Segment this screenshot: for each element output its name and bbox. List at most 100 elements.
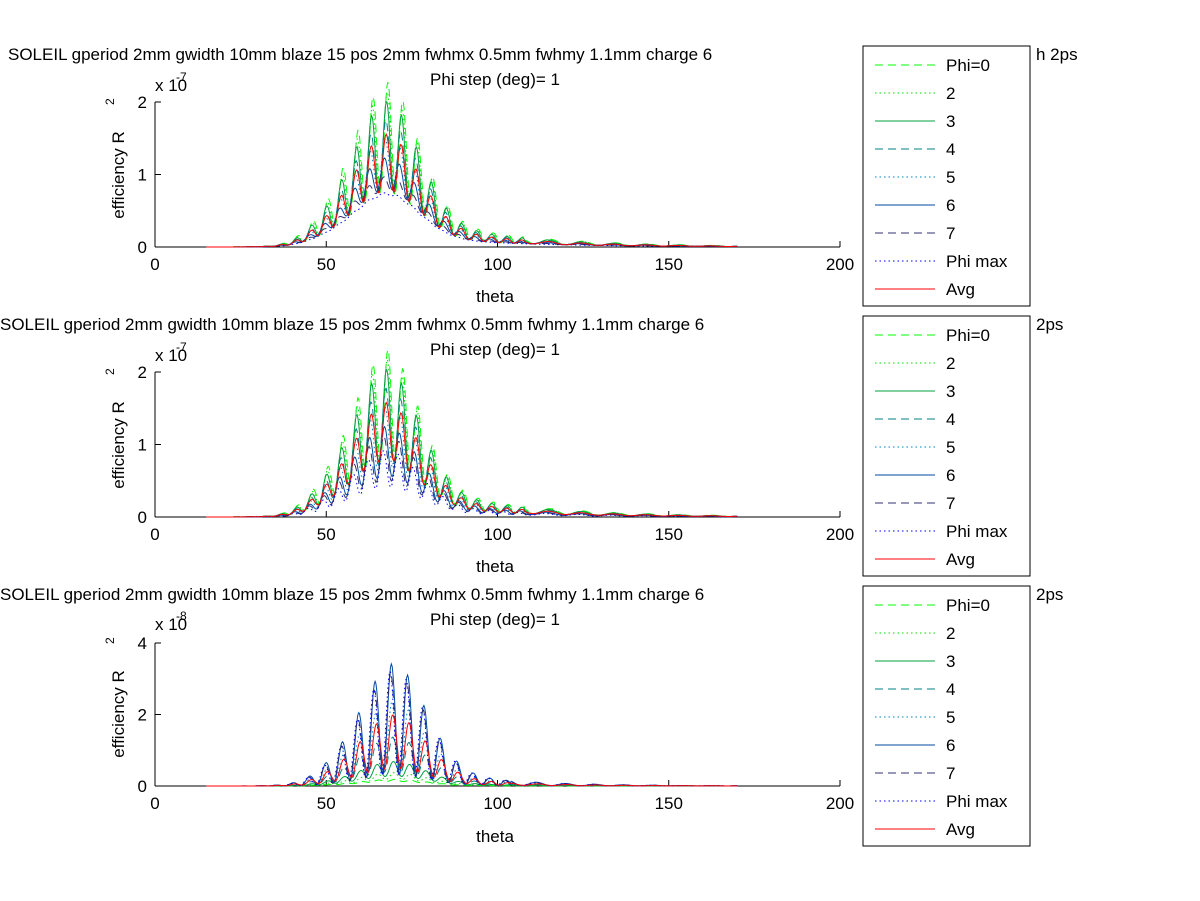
y-tick-label: 0 — [138, 777, 147, 796]
series-line-avg — [206, 133, 738, 248]
legend-label: 2 — [946, 84, 955, 103]
subplot-3-ylabel: efficiency R 2 — [103, 637, 128, 758]
subplot-3-exponent-power: -8 — [176, 609, 187, 623]
legend-label: 2 — [946, 624, 955, 643]
series-lines — [206, 662, 738, 787]
subplot-1-exponent-base: x 10 — [155, 76, 187, 95]
y-tick-label: 1 — [138, 166, 147, 185]
subplot-2-exponent-base: x 10 — [155, 346, 187, 365]
legend-item: 7 — [875, 764, 955, 783]
series-line-phi-max — [206, 671, 738, 787]
series-lines — [206, 349, 738, 518]
legend-label: 6 — [946, 736, 955, 755]
legend-label: 7 — [946, 224, 955, 243]
legend-label: Phi=0 — [946, 596, 990, 615]
x-tick-label: 0 — [150, 255, 159, 274]
legend: Phi=0 2 3 4 5 6 7 Phi max Avg — [862, 315, 1031, 577]
legend-item: Avg — [875, 550, 975, 569]
legend-label: 3 — [946, 652, 955, 671]
legend-item: 2 — [875, 354, 955, 373]
legend-item: Phi=0 — [875, 596, 990, 615]
legend-label: Avg — [946, 550, 975, 569]
x-tick-label: 200 — [826, 794, 854, 813]
legend-label: Phi max — [946, 792, 1008, 811]
legend-item: 5 — [875, 708, 955, 727]
subplot-3: SOLEIL gperiod 2mm gwidth 10mm blaze 15 … — [0, 585, 1063, 847]
legend-label: 4 — [946, 140, 955, 159]
legend-label: Phi=0 — [946, 56, 990, 75]
subplot-1-exponent-power: -7 — [176, 70, 187, 84]
series-line-avg — [206, 714, 738, 787]
x-tick-label: 200 — [826, 525, 854, 544]
x-tick-label: 0 — [150, 794, 159, 813]
legend-item: 4 — [875, 140, 955, 159]
subplot-2-title-tail: 2ps — [1036, 315, 1063, 334]
subplot-1-xlabel: theta — [476, 287, 514, 306]
x-tick-label: 150 — [655, 525, 683, 544]
subplot-2-title-line2: Phi step (deg)= 1 — [430, 340, 560, 359]
legend-label: 2 — [946, 354, 955, 373]
series-line-avg — [206, 401, 738, 518]
legend-label: 6 — [946, 196, 955, 215]
x-tick-label: 200 — [826, 255, 854, 274]
legend-label: Avg — [946, 820, 975, 839]
subplot-3-exponent-base: x 10 — [155, 615, 187, 634]
subplot-2-exponent-power: -7 — [176, 340, 187, 354]
legend-item: 3 — [875, 112, 955, 131]
subplot-1: SOLEIL gperiod 2mm gwidth 10mm blaze 15 … — [8, 45, 1078, 307]
subplot-3-plot-area: 0 50 100 150 200 0 2 4 Phi=0 2 3 4 5 6 7 Phi max Avg — [138, 585, 1031, 847]
legend-label: 3 — [946, 112, 955, 131]
y-tick-label: 1 — [138, 436, 147, 455]
subplot-2-ylabel: efficiency R 2 — [103, 368, 128, 489]
legend-item: Phi max — [875, 252, 1008, 271]
subplot-1-title-line1: SOLEIL gperiod 2mm gwidth 10mm blaze 15 … — [8, 45, 712, 64]
legend-label: 5 — [946, 168, 955, 187]
legend-box — [862, 45, 1031, 307]
x-tick-label: 0 — [150, 525, 159, 544]
legend-item: Phi=0 — [875, 56, 990, 75]
x-tick-label: 100 — [483, 255, 511, 274]
legend: Phi=0 2 3 4 5 6 7 Phi max Avg — [862, 585, 1031, 847]
legend-item: 4 — [875, 410, 955, 429]
series-lines — [206, 82, 738, 248]
subplot-2-xlabel: theta — [476, 557, 514, 576]
subplot-1-title-tail: h 2ps — [1036, 45, 1078, 64]
y-tick-label: 2 — [138, 93, 147, 112]
subplot-3-exponent-label: x 10 -8 — [155, 609, 187, 634]
legend-item: 3 — [875, 382, 955, 401]
legend-label: 5 — [946, 708, 955, 727]
legend-item: Phi max — [875, 792, 1008, 811]
legend-item: 7 — [875, 224, 955, 243]
subplot-1-exponent-label: x 10 -7 — [155, 70, 187, 95]
legend-box — [862, 315, 1031, 577]
subplot-1-ylabel: efficiency R 2 — [103, 98, 128, 219]
subplot-1-title-line2: Phi step (deg)= 1 — [430, 70, 560, 89]
subplot-2-plot-area: 0 50 100 150 200 0 1 2 Phi=0 2 3 4 5 6 7 Phi max Avg — [138, 315, 1031, 577]
x-tick-label: 150 — [655, 255, 683, 274]
subplot-3-title-line1: SOLEIL gperiod 2mm gwidth 10mm blaze 15 … — [0, 585, 704, 604]
legend-label: 5 — [946, 438, 955, 457]
subplot-3-ylabel-text: efficiency R — [109, 670, 128, 758]
y-tick-label: 2 — [138, 706, 147, 725]
legend-item: 2 — [875, 624, 955, 643]
subplot-2-ylabel-sup: 2 — [103, 368, 117, 375]
legend-label: Phi max — [946, 252, 1008, 271]
subplot-2-ylabel-text: efficiency R — [109, 401, 128, 489]
subplot-2: SOLEIL gperiod 2mm gwidth 10mm blaze 15 … — [0, 315, 1063, 577]
x-tick-label: 50 — [317, 794, 336, 813]
subplot-1-ylabel-text: efficiency R — [109, 131, 128, 219]
series-line-4 — [206, 736, 738, 787]
y-tick-label: 0 — [138, 508, 147, 527]
subplot-3-title-line2: Phi step (deg)= 1 — [430, 610, 560, 629]
legend-item: Avg — [875, 280, 975, 299]
legend-box — [862, 585, 1031, 847]
series-line-4 — [206, 387, 738, 518]
x-tick-label: 100 — [483, 794, 511, 813]
legend-label: Phi=0 — [946, 326, 990, 345]
x-tick-label: 50 — [317, 255, 336, 274]
legend: Phi=0 2 3 4 5 6 7 Phi max Avg — [862, 45, 1031, 307]
legend-label: 3 — [946, 382, 955, 401]
subplot-1-plot-area: 0 50 100 150 200 0 1 2 Phi=0 2 3 4 5 6 7 Phi max Avg — [138, 45, 1031, 307]
subplot-2-exponent-label: x 10 -7 — [155, 340, 187, 365]
